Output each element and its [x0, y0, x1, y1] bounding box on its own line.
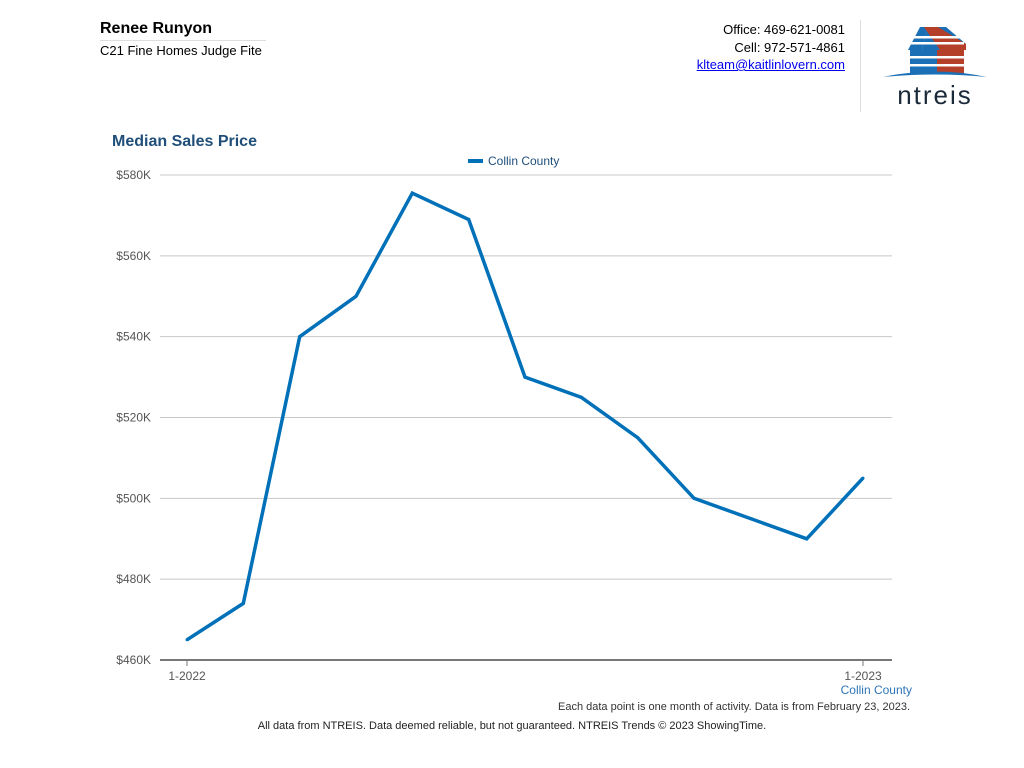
- header-divider: [860, 20, 861, 112]
- data-note: Each data point is one month of activity…: [558, 701, 910, 713]
- legend-swatch: [468, 159, 483, 163]
- data-point: [805, 537, 809, 541]
- y-tick-label: $560K: [116, 249, 151, 263]
- chart-legend: Collin County: [468, 154, 559, 168]
- contact-block: Office: 469-621-0081 Cell: 972-571-4861 …: [697, 21, 845, 74]
- building-icon: [883, 27, 987, 77]
- data-point: [298, 335, 302, 339]
- data-point: [410, 191, 414, 195]
- agent-name: Renee Runyon: [100, 20, 213, 37]
- y-tick-label: $520K: [116, 411, 151, 425]
- x-tick-label: 1-2022: [168, 669, 206, 683]
- data-point: [579, 395, 583, 399]
- y-tick-label: $540K: [116, 330, 151, 344]
- x-tick-label: 1-2023: [844, 669, 882, 683]
- y-tick-label: $580K: [116, 168, 151, 182]
- series-line: [186, 190, 865, 642]
- axis-source-label: Collin County: [840, 683, 912, 697]
- data-point: [861, 476, 865, 480]
- data-point: [354, 294, 358, 298]
- legend-label: Collin County: [488, 154, 560, 168]
- y-tick-label: $480K: [116, 572, 151, 586]
- data-point: [185, 638, 189, 642]
- footer-disclaimer: All data from NTREIS. Data deemed reliab…: [257, 720, 767, 732]
- data-point: [692, 496, 696, 500]
- data-point: [748, 517, 752, 521]
- cell-phone: Cell: 972-571-4861: [734, 39, 845, 55]
- data-point: [241, 601, 245, 605]
- data-point: [523, 375, 527, 379]
- y-tick-label: $500K: [116, 491, 151, 505]
- data-point: [467, 217, 471, 221]
- ntreis-logo: ntreis: [883, 27, 987, 108]
- logo-text: ntreis: [897, 80, 973, 108]
- agent-divider: [100, 40, 266, 41]
- email-link[interactable]: klteam@kaitlinlovern.com: [696, 57, 845, 72]
- y-tick-label: $460K: [116, 653, 151, 667]
- chart-title: Median Sales Price: [112, 133, 257, 150]
- data-point: [636, 436, 640, 440]
- office-phone: Office: 469-621-0081: [723, 22, 845, 37]
- agent-company: C21 Fine Homes Judge Fite: [100, 43, 262, 58]
